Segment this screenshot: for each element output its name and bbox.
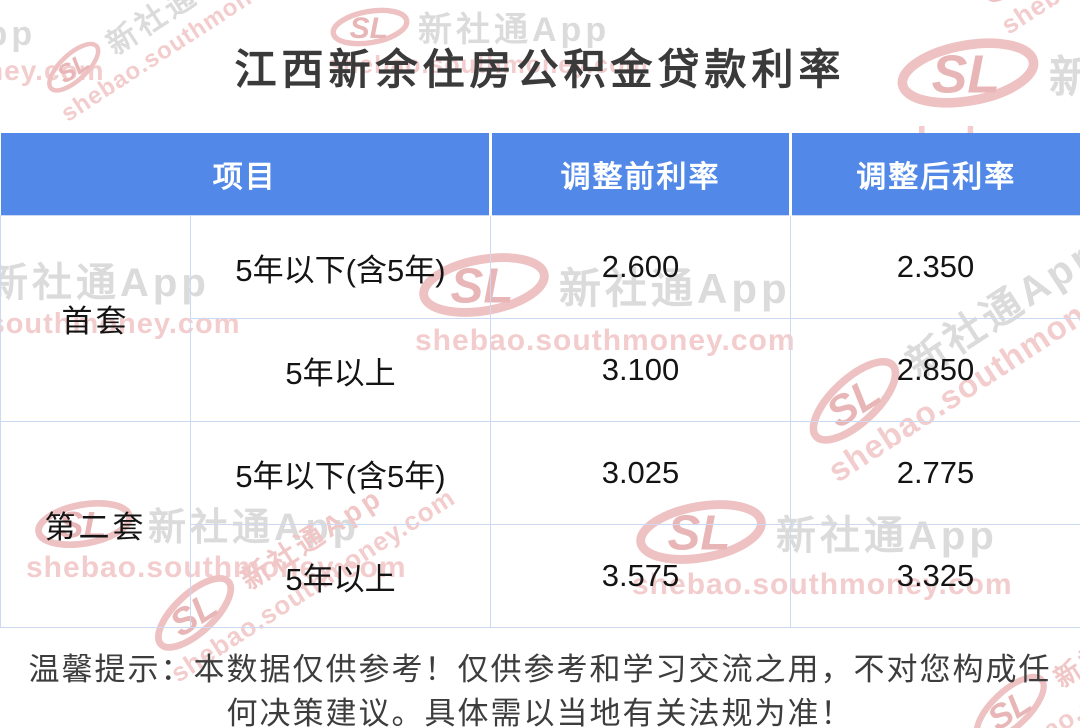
rates-table: 项目 调整前利率 调整后利率 首套 5年以下(含5年) 2.600 2.350 … [0,133,1080,628]
page-title: 江西新余住房公积金贷款利率 [234,46,846,93]
item-term: 5年以下(含5年) [190,421,491,525]
group-label-first-home: 首套 [0,215,191,422]
rate-before: 3.100 [490,318,791,422]
item-term: 5年以上 [190,524,491,628]
rate-before: 3.575 [490,524,791,628]
table-row: 5年以上 3.100 2.850 [1,318,1080,422]
table-row: 首套 5年以下(含5年) 2.600 2.350 [0,215,1080,422]
group-label-second-home: 第二套 [0,421,191,628]
header-rate-after: 调整后利率 [790,133,1080,216]
header-item: 项目 [0,133,492,216]
item-term: 5年以上 [190,318,491,422]
table-header-row: 项目 调整前利率 调整后利率 [0,133,1080,216]
rate-after: 2.775 [790,421,1080,525]
rate-after: 2.350 [790,215,1080,319]
disclaimer-text: 温馨提示：本数据仅供参考！仅供参考和学习交流之用，不对您构成任何决策建议。具体需… [28,652,1052,728]
rate-before: 2.600 [490,215,791,319]
rate-after: 3.325 [790,524,1080,628]
item-term: 5年以下(含5年) [190,215,491,319]
rate-after: 2.850 [790,318,1080,422]
header-rate-before: 调整前利率 [490,133,792,216]
rate-before: 3.025 [490,421,791,525]
table-row: 第二套 5年以下(含5年) 3.025 2.775 [0,421,1080,628]
